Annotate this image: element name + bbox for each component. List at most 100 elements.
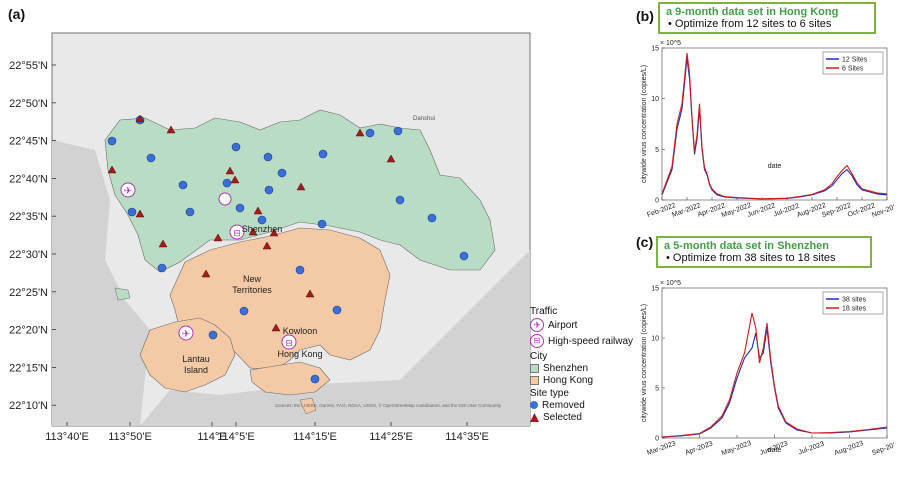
sea-south	[140, 250, 530, 426]
selected-site	[135, 209, 145, 218]
airport-icon: ✈	[178, 325, 194, 341]
map-attribution: Sources: Esri, HERE, Garmin, FAO, NOAA, …	[275, 402, 502, 408]
removed-site	[127, 207, 137, 217]
selected-site	[248, 227, 258, 236]
island-west	[114, 287, 131, 301]
hongkong-swatch	[530, 375, 539, 385]
removed-site	[222, 178, 232, 188]
removed-site	[146, 153, 156, 163]
shenzhen-swatch	[530, 363, 539, 373]
legend-railway: ⊟ High-speed railway	[530, 333, 633, 349]
place-label-new-territories: New Territories	[232, 274, 272, 295]
place-label-lantau: Lantau Island	[182, 354, 210, 375]
legend-city-title: City	[530, 351, 548, 362]
panel-c-box-bullet: • Optimize from 38 sites to 18 sites	[666, 252, 836, 264]
panel-c-info-box: a 5-month data set in Shenzhen • Optimiz…	[656, 236, 872, 268]
panel-c-box-title: a 5-month data set in Shenzhen	[664, 240, 830, 252]
legend-hongkong: Hong Kong	[530, 374, 633, 386]
lat-tick-label: 22°55'N	[9, 60, 48, 72]
selected-site	[386, 154, 396, 163]
legend-shenzhen-label: Shenzhen	[543, 362, 589, 374]
lon-tick-label: 114°35'E	[445, 431, 489, 443]
removed-site	[427, 213, 437, 223]
hk-island	[249, 361, 331, 396]
selected-site	[269, 228, 279, 237]
x-axis-label: date	[768, 163, 782, 170]
y-tick-label: 15	[651, 286, 659, 293]
panel-label-a: (a)	[8, 6, 26, 22]
lon-tick-label: 114°25'E	[369, 431, 413, 443]
y-tick-label: 0	[655, 198, 659, 205]
removed-site	[257, 215, 267, 225]
selected-site	[166, 125, 176, 134]
selected-site	[213, 233, 223, 242]
removed-site	[365, 128, 375, 138]
airport-icon: ✈	[120, 182, 136, 198]
railway-icon: ⊟	[281, 334, 297, 350]
removed-site	[239, 306, 249, 316]
removed-site	[263, 152, 273, 162]
x-tick-label: May-2023	[721, 440, 753, 457]
removed-site	[277, 168, 287, 178]
removed-site	[264, 185, 274, 195]
legend-entry: 18 sites	[842, 306, 867, 313]
removed-site	[208, 330, 218, 340]
svg-text:✈: ✈	[182, 329, 190, 340]
selected-site	[296, 182, 306, 191]
x-tick-label: Sep-2023	[871, 440, 894, 457]
svg-text:⊟: ⊟	[233, 228, 241, 238]
place-label-danshui: Danshui	[413, 116, 435, 122]
place-label-kowloon: Kowloon	[283, 326, 318, 336]
panel-b-box-bullet: • Optimize from 12 sites to 6 sites	[668, 18, 832, 30]
y-tick-label: 5	[655, 147, 659, 154]
lon-tick-label: 114°E	[197, 431, 226, 443]
removed-site	[459, 251, 469, 261]
legend-removed: Removed	[530, 399, 633, 411]
legend-selected: Selected	[530, 411, 633, 423]
y-tick-label: 10	[651, 96, 659, 103]
panel-label-c: (c)	[636, 234, 654, 250]
removed-site	[157, 263, 167, 273]
place-label-shenzhen: Shenzhen	[242, 224, 283, 234]
lat-tick-label: 22°30'N	[9, 249, 48, 261]
selected-site	[355, 128, 365, 137]
x-tick-label: Apr-2023	[684, 440, 714, 456]
series-line-2	[661, 53, 888, 200]
removed-site	[395, 195, 405, 205]
selected-site	[225, 166, 235, 175]
legend-removed-label: Removed	[542, 399, 585, 411]
lat-tick-label: 22°35'N	[9, 211, 48, 223]
chart-legend: 12 Sites 6 Sites	[822, 51, 884, 75]
y-axis-label: citywide virus concentration (copies/L)	[641, 65, 648, 183]
selected-sites	[107, 114, 396, 332]
legend-railway-label: High-speed railway	[548, 335, 634, 347]
selected-site	[230, 175, 240, 184]
y-tick-label: 15	[651, 46, 659, 53]
x-tick-label: Jun-2022	[747, 202, 777, 219]
x-tick-label: Jul-2023	[798, 441, 826, 457]
lon-tick-label: 113°50'E	[108, 431, 152, 443]
legend-hongkong-label: Hong Kong	[543, 374, 594, 386]
removed-site	[231, 142, 241, 152]
panel-b-box-title: a 9-month data set in Hong Kong	[666, 6, 839, 18]
sea-west	[52, 140, 150, 426]
series-line-2	[661, 312, 888, 438]
railway-icon: ⊟	[530, 334, 544, 348]
legend-traffic-title: Traffic	[530, 306, 558, 317]
removed-site	[107, 136, 117, 146]
lat-tick-label: 22°20'N	[9, 325, 48, 337]
lon-tick-label: 113°40'E	[45, 431, 89, 443]
selected-site	[158, 239, 168, 248]
lat-axis: 22°55'N 22°50'N 22°45'N 22°40'N 22°35'N 22°30…	[9, 60, 56, 412]
lamma-island	[299, 397, 317, 415]
legend-entry: 12 Sites	[842, 57, 868, 64]
lat-tick-label: 22°40'N	[9, 173, 48, 185]
removed-site	[393, 126, 403, 136]
lat-tick-label: 22°15'N	[9, 362, 48, 374]
map-panel: ✈ ✈ ⊟ ⊟ Shenzhen New Territories Kowloon …	[9, 32, 531, 443]
removed-site	[178, 180, 188, 190]
removed-site	[235, 203, 245, 213]
legend-airport-label: Airport	[548, 319, 578, 331]
